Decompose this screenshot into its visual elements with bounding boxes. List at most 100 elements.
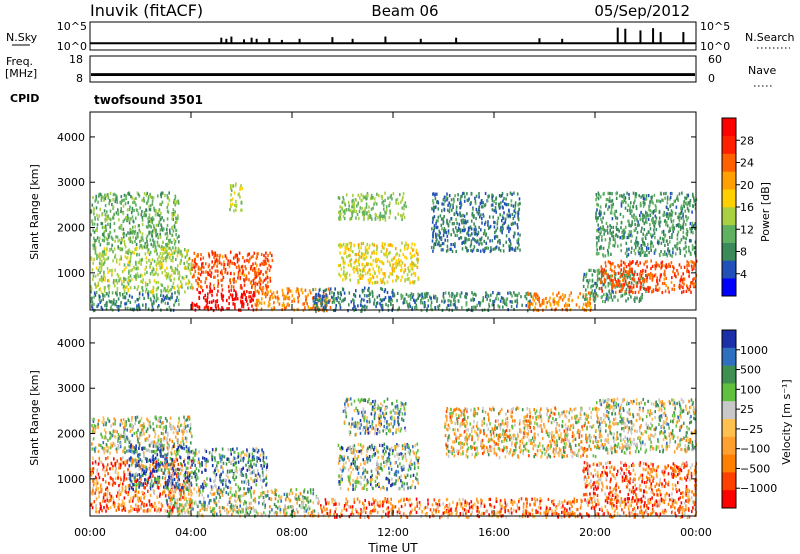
power-cell xyxy=(587,279,589,283)
power-cell xyxy=(561,293,564,297)
power-cell xyxy=(211,250,213,254)
power-cell xyxy=(391,266,393,270)
power-cell xyxy=(288,295,291,299)
power-cell xyxy=(276,296,279,300)
power-cell xyxy=(381,303,384,307)
power-cell xyxy=(673,226,675,230)
power-cell xyxy=(470,201,472,205)
velocity-cell xyxy=(101,509,103,513)
power-cell xyxy=(149,224,151,228)
power-cell xyxy=(250,299,253,303)
power-cell xyxy=(558,299,560,303)
power-cell xyxy=(655,261,657,265)
velocity-cell xyxy=(90,491,93,495)
power-cell xyxy=(259,271,261,275)
power-cell xyxy=(468,237,470,242)
velocity-cell xyxy=(189,481,191,485)
power-cell xyxy=(337,264,340,268)
power-cell xyxy=(630,239,632,243)
power-cell xyxy=(414,300,416,304)
power-cell xyxy=(455,249,457,254)
power-cell xyxy=(358,263,360,267)
power-cell xyxy=(501,229,503,233)
power-cell xyxy=(561,298,564,302)
power-cell xyxy=(435,192,437,196)
power-cell xyxy=(115,197,118,201)
power-cell xyxy=(653,249,656,253)
power-cell xyxy=(138,253,141,257)
power-cell xyxy=(382,217,384,221)
power-cell xyxy=(259,282,262,286)
power-cell xyxy=(374,216,377,220)
power-cell xyxy=(139,230,141,234)
power-cell xyxy=(360,299,362,303)
power-cell xyxy=(107,222,109,226)
power-cell xyxy=(624,251,627,255)
power-cell xyxy=(602,269,604,273)
velocity-cell xyxy=(151,504,154,508)
power-cell xyxy=(135,260,137,264)
power-cell xyxy=(143,192,146,196)
power-cell xyxy=(555,307,557,311)
power-cell xyxy=(470,242,473,246)
velocity-cell xyxy=(142,464,144,468)
power-cell xyxy=(315,309,317,314)
velocity-cell xyxy=(181,468,183,472)
velocity-cell xyxy=(142,467,145,471)
velocity-cell xyxy=(137,499,140,503)
power-cell xyxy=(631,222,633,226)
power-cell xyxy=(516,301,519,305)
power-cell xyxy=(690,290,692,294)
power-cell xyxy=(597,191,600,195)
power-cell xyxy=(514,204,517,208)
power-cell xyxy=(656,279,658,283)
power-cell xyxy=(155,228,157,232)
power-cell xyxy=(93,208,95,212)
power-cell xyxy=(198,290,200,294)
power-cell xyxy=(440,223,443,227)
power-cell xyxy=(651,273,654,277)
power-cell xyxy=(485,291,487,295)
power-cell xyxy=(637,290,640,294)
velocity-cell xyxy=(118,507,120,511)
velocity-cell xyxy=(149,493,152,497)
power-cell xyxy=(325,301,328,305)
power-cell xyxy=(656,199,658,203)
power-cell xyxy=(314,300,316,304)
power-cell xyxy=(617,228,619,232)
power-cell xyxy=(175,298,178,303)
power-cell xyxy=(596,279,599,283)
power-cell xyxy=(210,300,213,304)
power-cell xyxy=(433,215,436,219)
power-cell xyxy=(246,299,248,303)
power-cell xyxy=(481,221,483,225)
power-cell xyxy=(195,254,198,258)
power-cell xyxy=(437,219,439,223)
power-cell xyxy=(495,229,497,233)
velocity-cell xyxy=(131,457,133,461)
power-cell xyxy=(366,196,368,201)
power-cell xyxy=(234,203,236,207)
power-cell xyxy=(688,263,690,268)
power-cell xyxy=(519,233,521,237)
power-cell xyxy=(242,302,245,306)
power-cell xyxy=(106,300,108,305)
power-cell xyxy=(497,240,499,244)
power-cell xyxy=(95,198,97,202)
power-cell xyxy=(676,197,678,201)
power-cell xyxy=(470,239,473,243)
power-cell xyxy=(215,304,217,308)
power-cell xyxy=(235,265,238,270)
velocity-cell xyxy=(95,509,97,513)
power-cell xyxy=(509,300,512,304)
velocity-cell xyxy=(106,492,108,496)
velocity-cell xyxy=(154,465,156,469)
power-cell xyxy=(407,294,410,298)
power-cell xyxy=(651,195,653,199)
power-cell xyxy=(415,250,418,254)
power-cell xyxy=(266,267,269,271)
power-cell xyxy=(355,289,357,293)
power-cell xyxy=(405,205,407,209)
power-cell xyxy=(637,263,640,267)
power-cell xyxy=(312,296,314,300)
